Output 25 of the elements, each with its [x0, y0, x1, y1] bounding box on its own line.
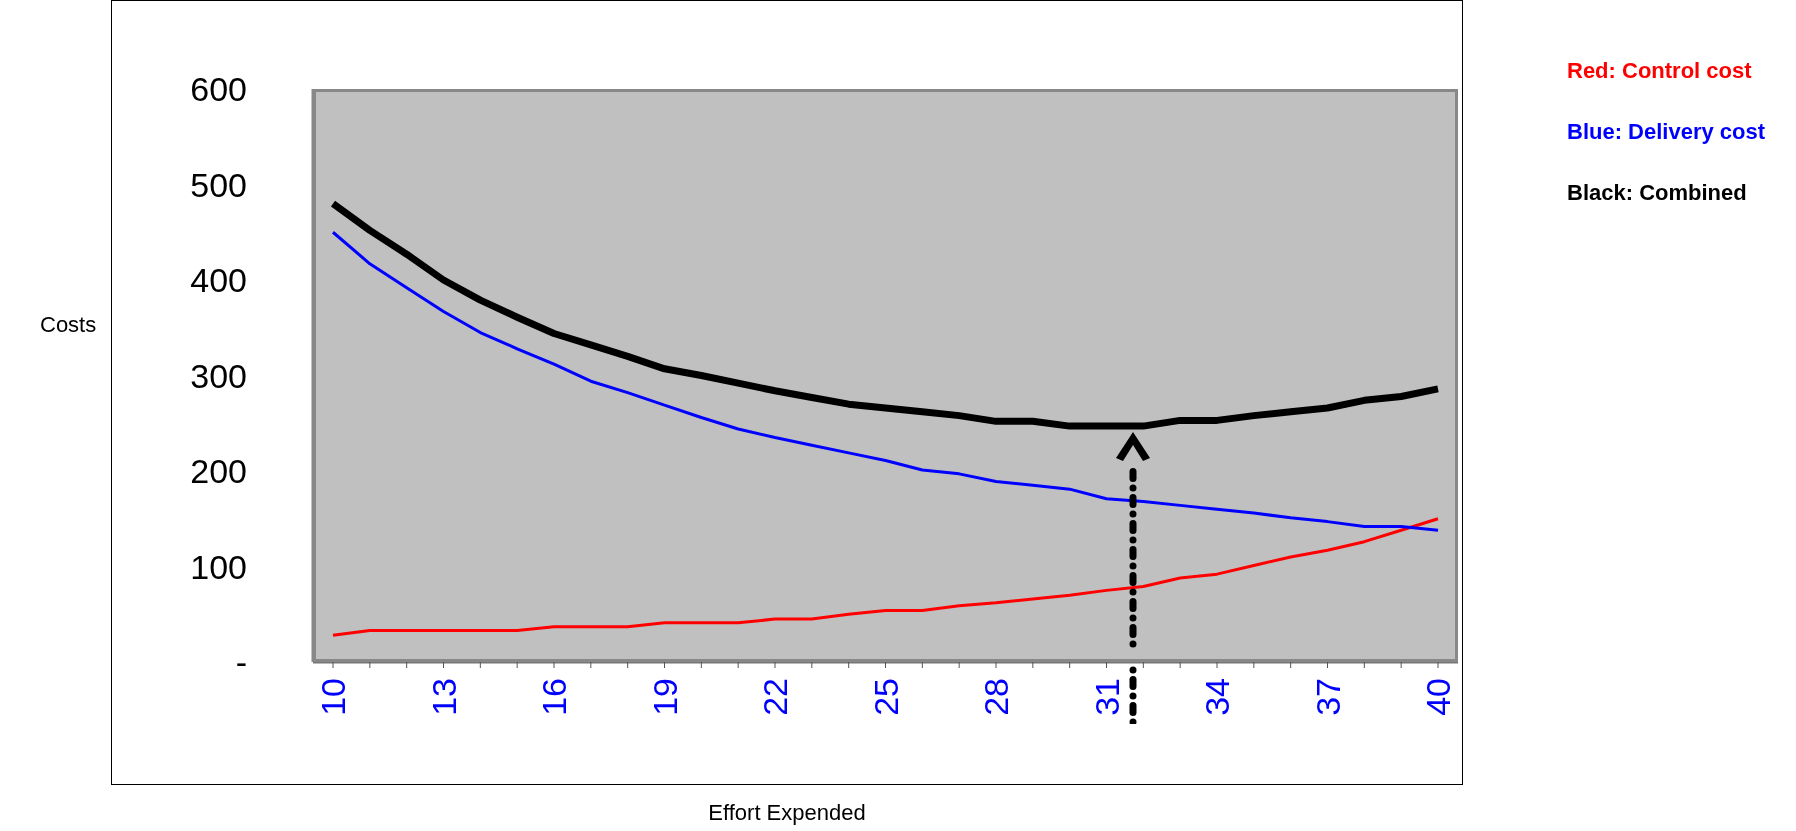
x-tick-label: 19 — [645, 678, 684, 716]
text: Blue: Delivery cost — [1567, 119, 1766, 146]
x-tick-label: 28 — [977, 678, 1015, 716]
y-tick-label: 600 — [190, 70, 247, 109]
x-tick-label: 10 — [314, 678, 352, 716]
y-tick-label: - — [235, 643, 247, 682]
text: Red: Control cost — [1567, 58, 1753, 85]
x-axis-title: Effort Expended — [707, 800, 867, 826]
text: Black: Combined — [1567, 180, 1748, 207]
x-tick-label: 31 — [1087, 678, 1126, 716]
x-tick-label: 34 — [1198, 678, 1236, 716]
x-tick-label: 22 — [756, 678, 794, 716]
y-tick-label: 300 — [190, 356, 247, 395]
x-tick-label: 13 — [424, 678, 463, 716]
x-tick-label: 25 — [866, 678, 905, 716]
y-tick-label: 200 — [190, 452, 247, 491]
y-tick-label: 500 — [190, 165, 247, 204]
line-series — [331, 230, 1440, 532]
y-axis-title: Costs — [40, 312, 97, 338]
x-tick-label: 16 — [535, 678, 573, 716]
y-tick-label: 400 — [190, 261, 247, 300]
line-series — [331, 517, 1440, 637]
y-tick-label: 100 — [190, 547, 247, 586]
x-tick-label: 37 — [1308, 678, 1347, 716]
x-tick-label: 40 — [1419, 678, 1457, 716]
